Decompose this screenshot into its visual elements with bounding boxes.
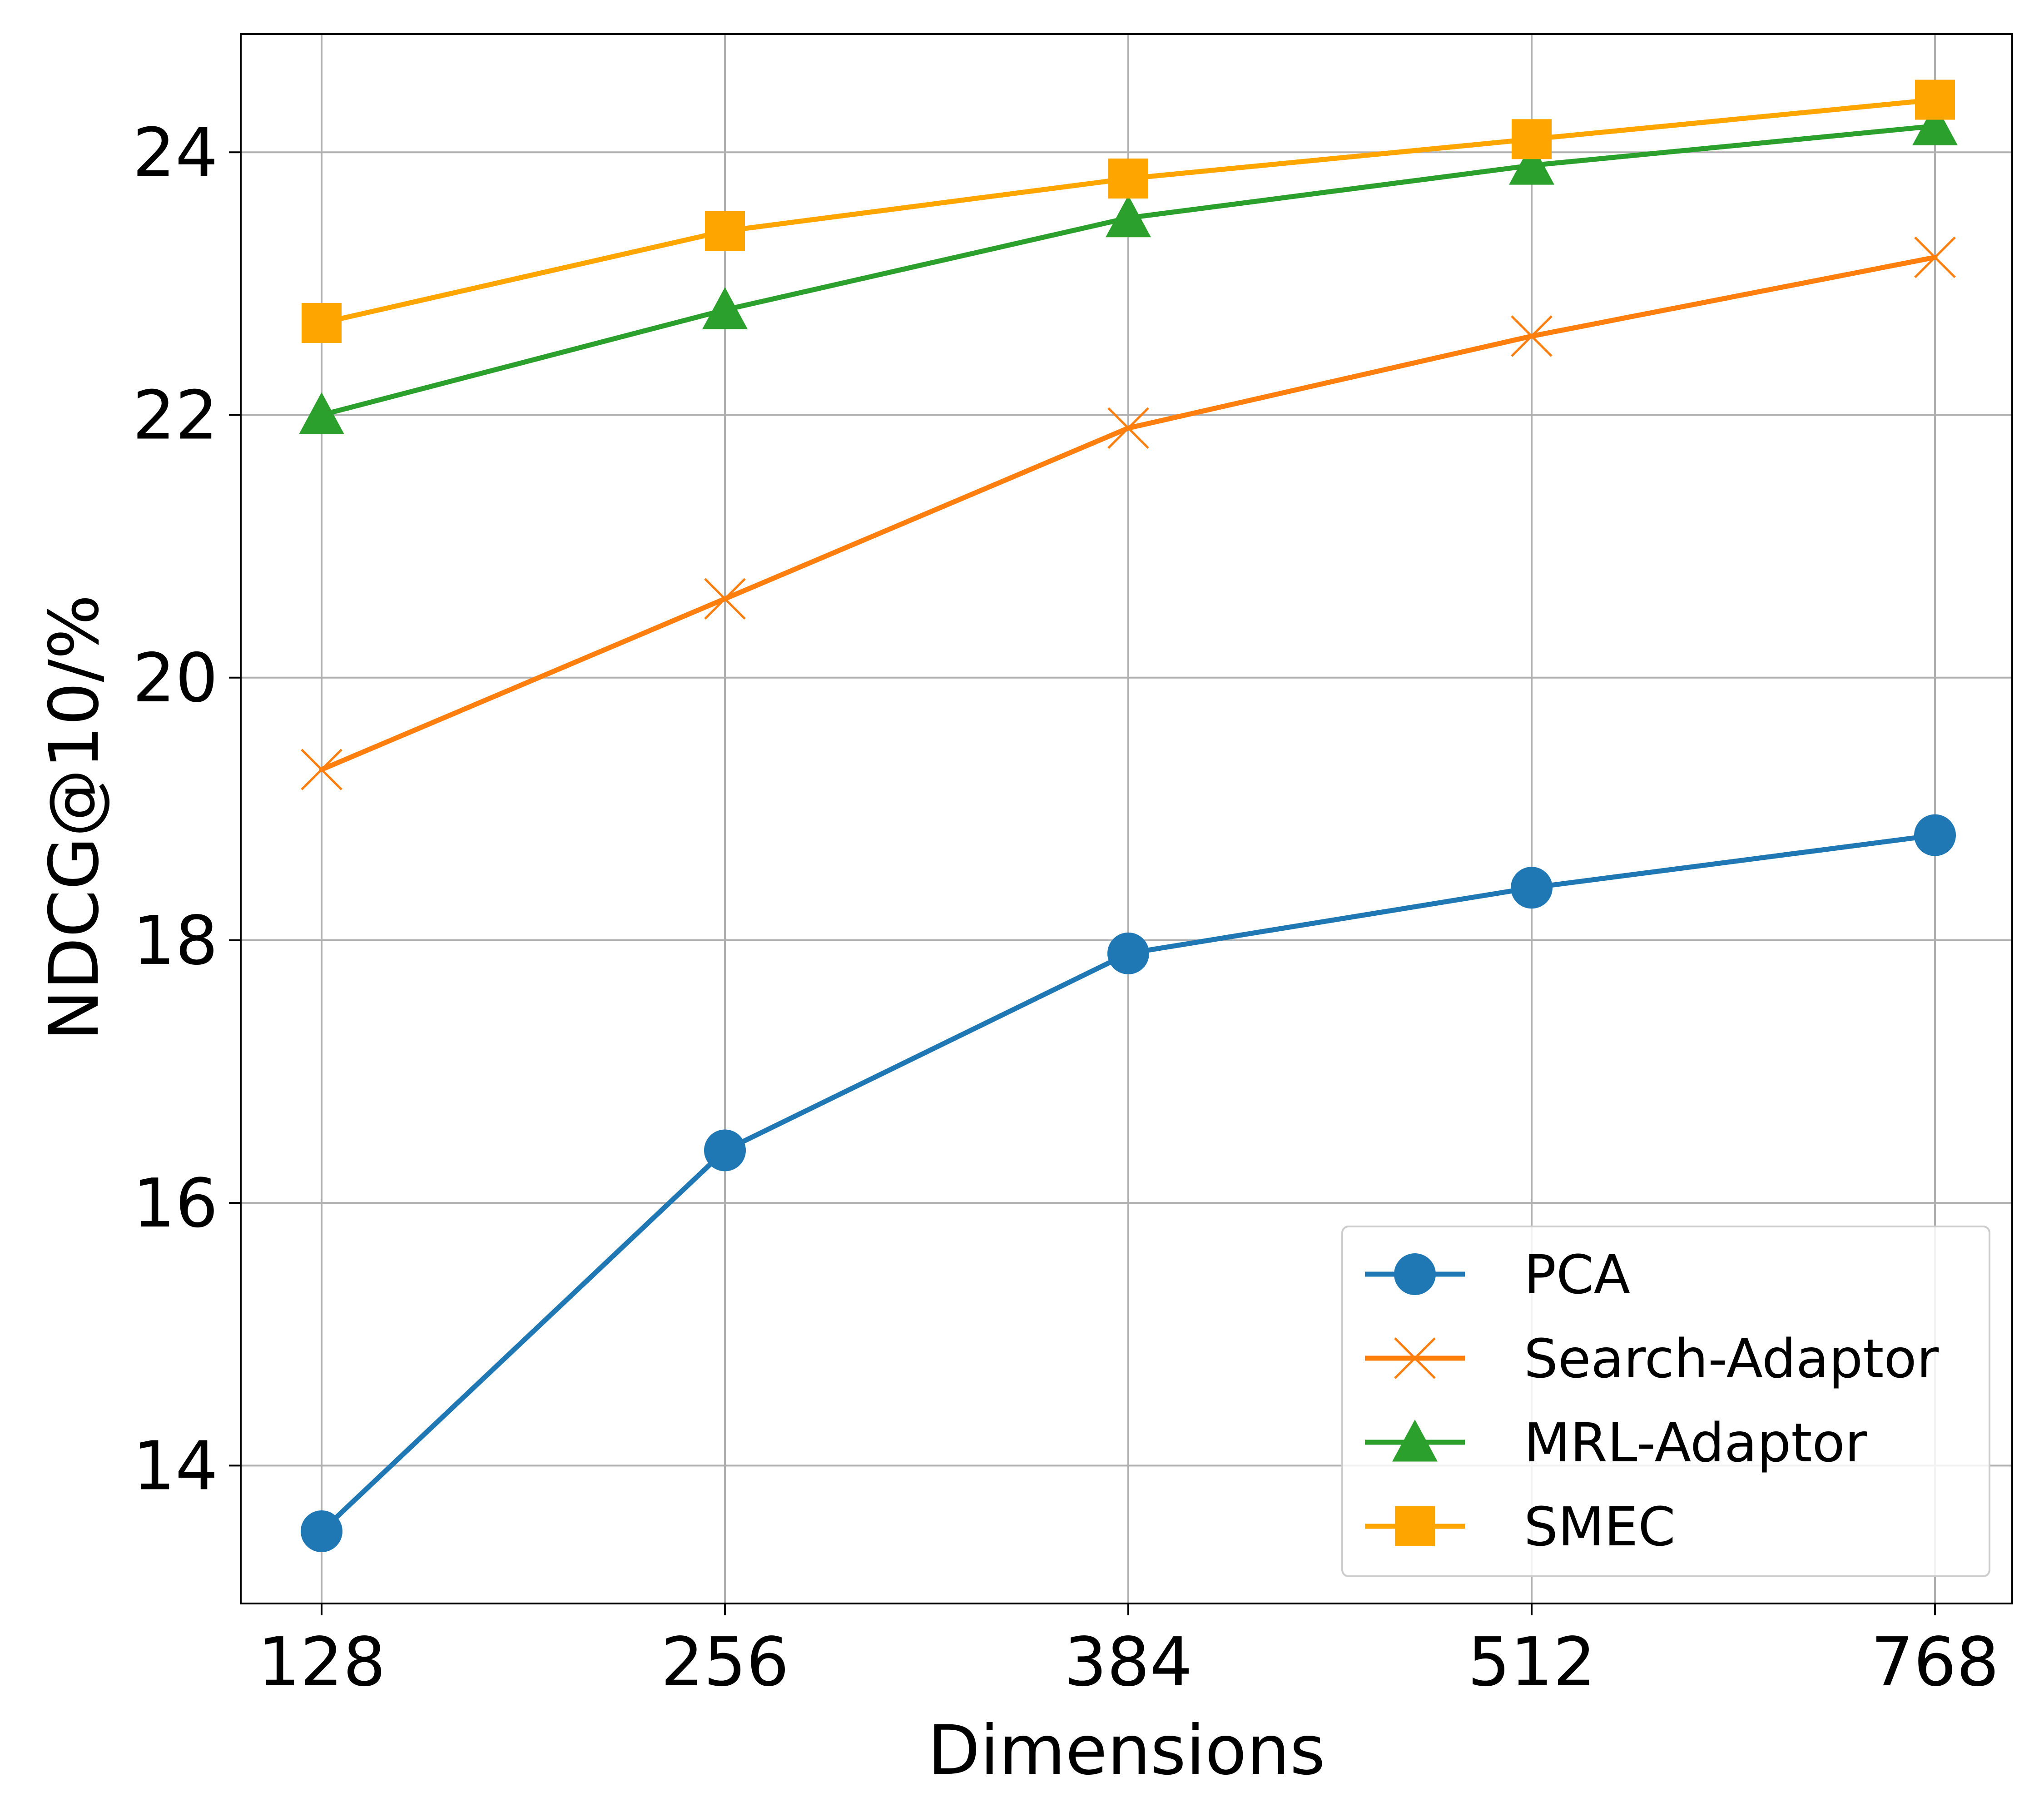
x-tick-label: 384 [1064, 1623, 1193, 1701]
legend-box [1341, 1226, 1990, 1577]
legend-label-pca: PCA [1524, 1243, 1630, 1306]
plot-series [299, 79, 1958, 1552]
plot-frame [240, 33, 2013, 1604]
data-point-search-adaptor [301, 749, 342, 790]
data-point-pca [1511, 867, 1553, 909]
series-pca [301, 814, 1956, 1552]
legend-label-search-adaptor: Search-Adaptor [1524, 1327, 1939, 1390]
y-tick-label: 14 [133, 1427, 218, 1505]
y-tick-label: 16 [133, 1164, 218, 1242]
data-point-mrl-adaptor [1509, 143, 1554, 185]
data-point-search-adaptor [1914, 236, 1956, 278]
data-point-smec [1915, 79, 1955, 120]
x-axis-label: Dimensions [928, 1711, 1325, 1790]
series-search-adaptor [301, 236, 1956, 790]
series-smec [302, 79, 1955, 343]
legend-label-mrl-adaptor: MRL-Adaptor [1524, 1411, 1867, 1474]
legend-item-search-adaptor: Search-Adaptor [1365, 1327, 1939, 1390]
data-point-pca [1107, 932, 1149, 974]
data-point-pca [301, 1510, 342, 1552]
data-point-mrl-adaptor [702, 287, 748, 329]
y-axis-label: NDCG@10/% [35, 595, 114, 1041]
axis-ticks: 128 256 384 512 768 14 16 18 20 22 24 [133, 114, 1999, 1701]
legend-marker-pca [1394, 1253, 1436, 1295]
legend-marker-search-adaptor [1394, 1337, 1436, 1379]
data-point-search-adaptor [1511, 315, 1553, 357]
x-tick-label: 512 [1468, 1623, 1596, 1701]
legend-item-mrl-adaptor: MRL-Adaptor [1365, 1411, 1867, 1474]
y-tick-label: 22 [133, 376, 218, 454]
x-tick-label: 768 [1871, 1623, 1999, 1701]
data-point-mrl-adaptor [1912, 103, 1958, 145]
legend-marker-smec [1395, 1506, 1435, 1546]
y-tick-label: 20 [133, 639, 218, 717]
data-point-search-adaptor [704, 578, 746, 620]
x-tick-label: 256 [661, 1623, 789, 1701]
data-point-smec [302, 303, 342, 343]
series-mrl-adaptor [299, 103, 1958, 434]
data-point-pca [1914, 814, 1956, 856]
legend-marker-mrl-adaptor [1392, 1420, 1438, 1462]
y-tick-label: 18 [133, 902, 218, 980]
data-point-smec [1512, 119, 1552, 159]
data-point-pca [704, 1129, 746, 1172]
legend-label-smec: SMEC [1524, 1495, 1676, 1558]
data-point-mrl-adaptor [299, 392, 344, 434]
data-point-search-adaptor [1107, 407, 1149, 449]
y-tick-label: 24 [133, 114, 218, 192]
data-point-mrl-adaptor [1106, 195, 1151, 238]
legend-item-smec: SMEC [1365, 1495, 1676, 1558]
legend-item-pca: PCA [1365, 1243, 1630, 1306]
data-point-smec [705, 211, 745, 251]
x-tick-label: 128 [258, 1623, 386, 1701]
data-point-smec [1108, 159, 1148, 199]
legend: PCA Search-Adaptor MRL-Adaptor SMEC [1341, 1226, 1990, 1577]
